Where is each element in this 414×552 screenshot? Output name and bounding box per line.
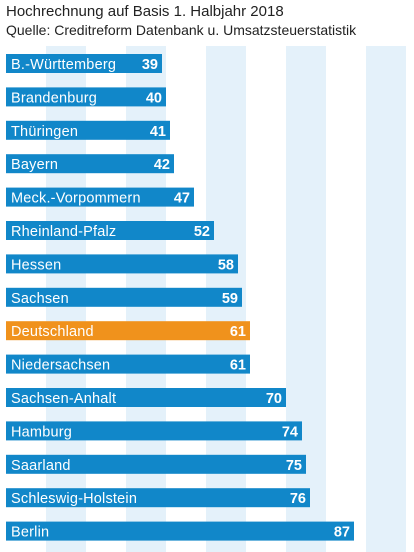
value-label: 61	[230, 324, 246, 340]
category-label: Hamburg	[11, 424, 72, 440]
category-label: Niedersachsen	[11, 358, 110, 374]
value-label: 39	[142, 57, 158, 73]
bar-9	[6, 354, 250, 374]
value-label: 58	[218, 257, 234, 273]
value-label: 75	[286, 458, 302, 474]
value-label: 40	[146, 90, 162, 106]
bar-1	[6, 87, 166, 107]
value-label: 42	[154, 157, 170, 173]
value-label: 74	[282, 424, 298, 440]
bar-0	[6, 54, 162, 73]
value-label: 59	[222, 291, 238, 307]
bar-2	[6, 120, 170, 140]
value-label: 70	[266, 391, 282, 407]
category-label: B.-Württemberg	[11, 57, 116, 73]
chart-header: Hochrechnung auf Basis 1. Halbjahr 2018 …	[6, 2, 410, 39]
value-label: 52	[194, 224, 210, 240]
value-label: 76	[290, 491, 306, 507]
bar-13	[6, 488, 310, 508]
bar-3	[6, 154, 174, 174]
category-label: Berlin	[11, 525, 49, 541]
value-label: 41	[150, 124, 166, 140]
bar-12	[6, 454, 306, 474]
category-label: Schleswig-Holstein	[11, 491, 137, 507]
bar-8	[6, 321, 250, 341]
category-label: Brandenburg	[11, 90, 97, 106]
bar-14	[6, 521, 354, 541]
value-label: 87	[334, 525, 350, 541]
bar-5	[6, 221, 214, 240]
category-label: Thüringen	[11, 124, 78, 140]
category-label: Rheinland-Pfalz	[11, 224, 116, 240]
bars-group: B.-Württemberg 39 Brandenburg 40 Thüringen 41…	[6, 54, 354, 541]
category-label: Sachsen	[11, 291, 69, 307]
category-label: Deutschland	[11, 324, 94, 340]
category-label: Saarland	[11, 458, 71, 474]
bar-4	[6, 187, 194, 207]
chart-title: Hochrechnung auf Basis 1. Halbjahr 2018	[6, 3, 284, 20]
bar-11	[6, 421, 302, 441]
bar-6	[6, 254, 238, 274]
value-label: 47	[174, 191, 190, 207]
category-label: Hessen	[11, 257, 61, 273]
category-label: Meck.-Vorpommern	[11, 191, 141, 207]
category-label: Sachsen-Anhalt	[11, 391, 116, 407]
chart-subtitle: Quelle: Creditreform Datenbank u. Umsatz…	[6, 22, 357, 38]
category-label: Bayern	[11, 157, 58, 173]
grid-band-3	[286, 46, 326, 552]
value-label: 61	[230, 358, 246, 374]
bar-7	[6, 287, 242, 307]
grid-band-4	[366, 46, 406, 552]
bar-10	[6, 388, 286, 407]
